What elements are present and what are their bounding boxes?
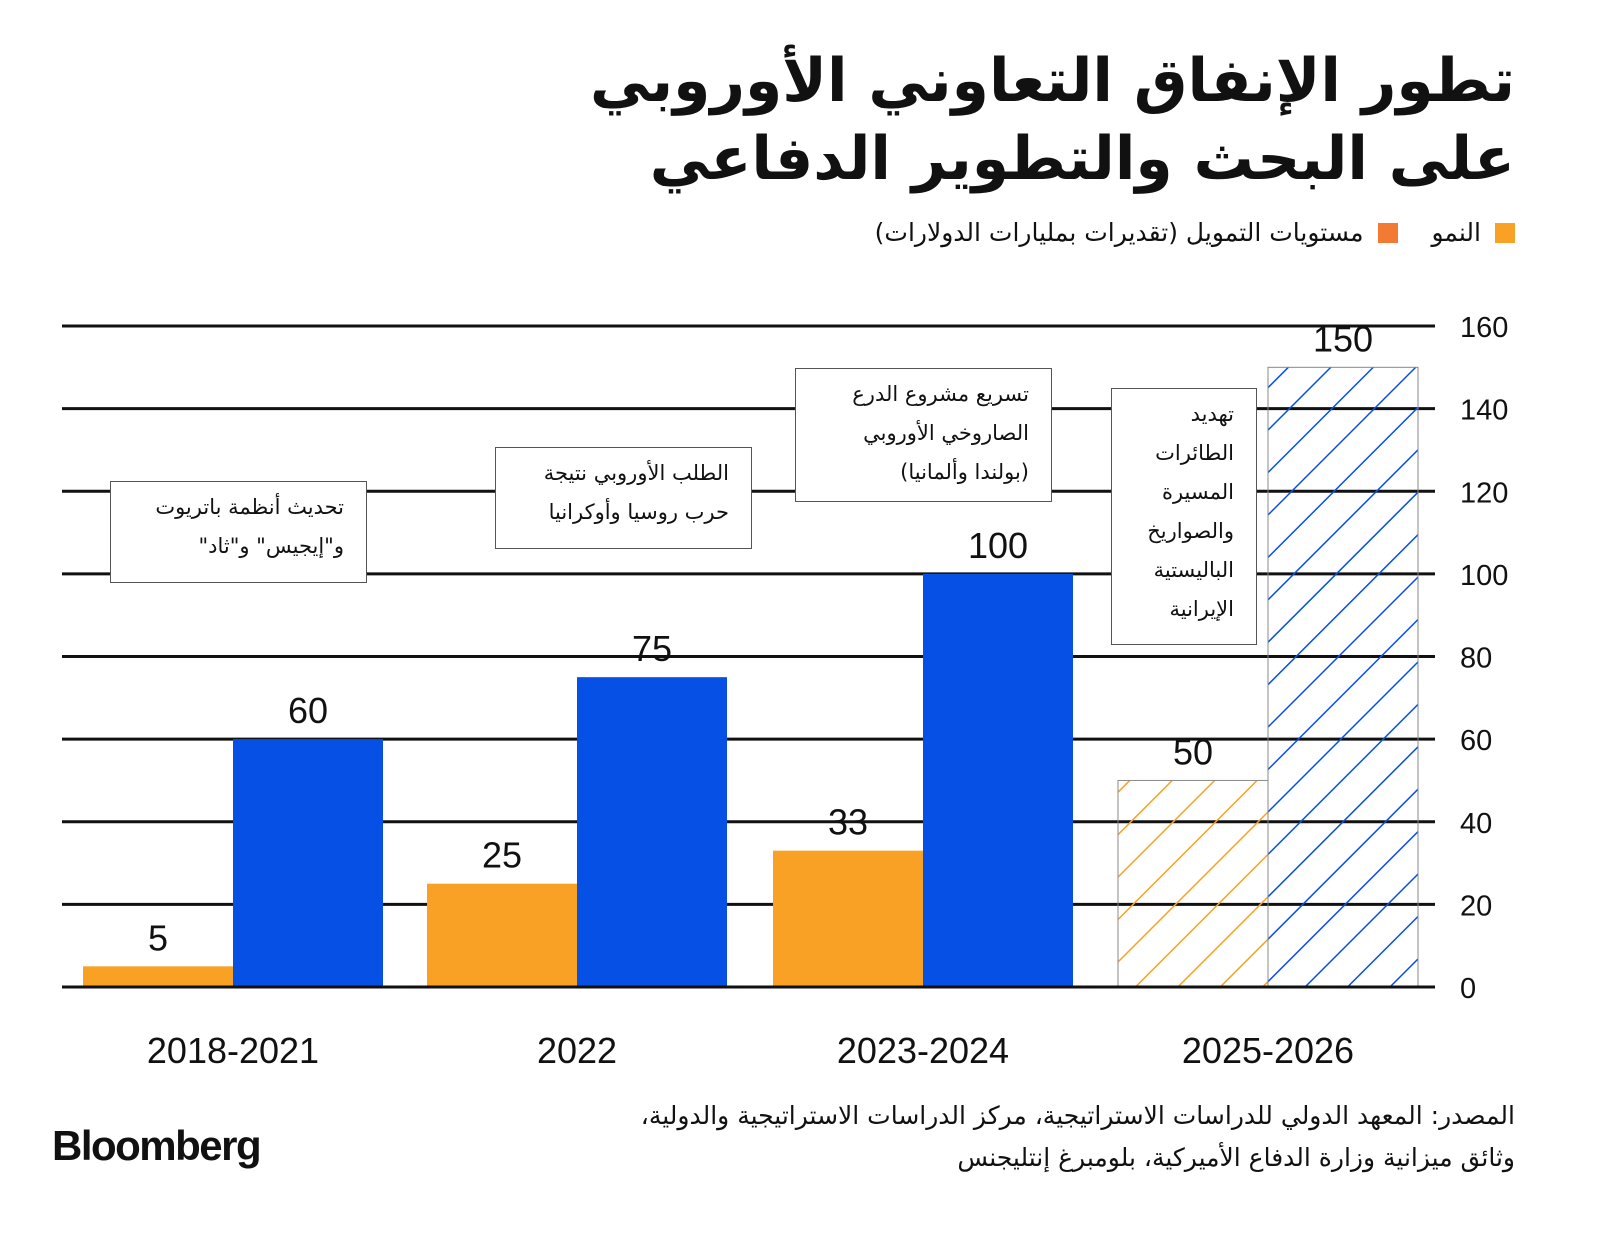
data-label: 150 [1313, 318, 1373, 359]
annotation-box-2: الطلب الأوروبي نتيجة حرب روسيا وأوكرانيا [495, 447, 752, 549]
x-tick-label: 2025-2026 [1182, 1030, 1354, 1071]
data-label: 25 [482, 835, 522, 876]
title-line-1: تطور الإنفاق التعاوني الأوروبي [589, 46, 1515, 116]
bloomberg-logo: Bloomberg [52, 1122, 262, 1169]
legend-label-growth: النمو [1431, 218, 1481, 247]
source-note: المصدر: المعهد الدولي للدراسات الاستراتي… [415, 1095, 1515, 1179]
title-line-2: على البحث والتطوير الدفاعي [649, 124, 1515, 194]
source-line-1: المصدر: المعهد الدولي للدراسات الاستراتي… [640, 1101, 1515, 1130]
bar-growth [773, 850, 923, 987]
bar-growth [427, 883, 577, 987]
legend-swatch-growth [1495, 222, 1515, 243]
data-label: 33 [828, 802, 868, 843]
x-tick-label: 2023-2024 [837, 1030, 1009, 1071]
y-tick-label: 0 [1460, 973, 1476, 1005]
x-tick-label: 2018-2021 [147, 1030, 319, 1071]
legend-label-funding: مستويات التمويل (تقديرات بمليارات الدولا… [874, 218, 1364, 247]
annotation-box-1: تحديث أنظمة باتريوت و"إيجيس" و"ثاد" [110, 481, 367, 583]
y-tick-label: 160 [1460, 312, 1508, 344]
data-label: 50 [1173, 731, 1213, 772]
bar-funding [1267, 366, 1419, 988]
y-tick-label: 120 [1460, 477, 1508, 509]
bar-funding [923, 573, 1073, 987]
legend-swatch-funding [1377, 222, 1398, 243]
data-label: 75 [632, 628, 672, 669]
annotation-box-4: تهديد الطائرات المسيرة والصواريخ الباليس… [1111, 388, 1257, 645]
bar-funding [233, 739, 383, 987]
source-line-2: وثائق ميزانية وزارة الدفاع الأميركية، بل… [957, 1143, 1515, 1172]
y-tick-label: 20 [1460, 890, 1492, 922]
y-tick-label: 40 [1460, 808, 1492, 840]
annotation-box-3: تسريع مشروع الدرع الصاروخي الأوروبي (بول… [795, 368, 1052, 502]
legend: النمو مستويات التمويل (تقديرات بمليارات … [875, 218, 1515, 247]
bar-growth [1117, 779, 1269, 988]
y-tick-label: 80 [1460, 643, 1492, 675]
data-label: 5 [148, 917, 168, 958]
y-tick-label: 60 [1460, 725, 1492, 757]
bar-growth [83, 966, 233, 987]
chart-title: تطور الإنفاق التعاوني الأوروبي على البحث… [415, 42, 1515, 198]
y-tick-label: 140 [1460, 395, 1508, 427]
bar-funding [577, 677, 727, 987]
y-tick-label: 100 [1460, 560, 1508, 592]
data-label: 100 [968, 525, 1028, 566]
x-tick-label: 2022 [537, 1030, 617, 1071]
data-label: 60 [288, 690, 328, 731]
